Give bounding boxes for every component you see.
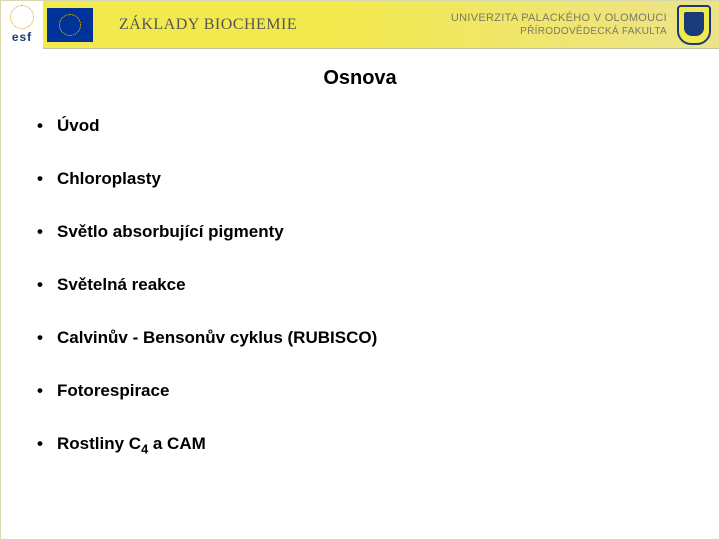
esf-logo-icon: esf	[1, 1, 43, 49]
list-item: Fotorespirace	[35, 381, 685, 401]
list-item: Calvinův - Bensonův cyklus (RUBISCO)	[35, 328, 685, 348]
list-item: Úvod	[35, 116, 685, 136]
header-right: UNIVERZITA PALACKÉHO V OLOMOUCI PŘÍRODOV…	[341, 1, 719, 48]
list-item: Světelná reakce	[35, 275, 685, 295]
university-line2: PŘÍRODOVĚDECKÁ FAKULTA	[451, 25, 667, 38]
slide-title: Osnova	[35, 67, 685, 90]
outline-list: Úvod Chloroplasty Světlo absorbující pig…	[35, 116, 685, 456]
header-left: esf ZÁKLADY BIOCHEMIE	[1, 1, 341, 48]
list-item: Světlo absorbující pigmenty	[35, 222, 685, 242]
university-crest-icon	[677, 5, 711, 45]
slide-content: Osnova Úvod Chloroplasty Světlo absorbuj…	[1, 49, 719, 456]
list-item: Chloroplasty	[35, 169, 685, 189]
university-text: UNIVERZITA PALACKÉHO V OLOMOUCI PŘÍRODOV…	[451, 11, 667, 38]
course-title: ZÁKLADY BIOCHEMIE	[119, 16, 297, 34]
esf-label: esf	[12, 30, 32, 44]
eu-flag-icon	[47, 8, 93, 42]
university-line1: UNIVERZITA PALACKÉHO V OLOMOUCI	[451, 11, 667, 25]
list-item-text: Rostliny C4 a CAM	[57, 434, 206, 453]
list-item: Rostliny C4 a CAM	[35, 434, 685, 456]
header-banner: esf ZÁKLADY BIOCHEMIE UNIVERZITA PALACKÉ…	[1, 1, 719, 49]
